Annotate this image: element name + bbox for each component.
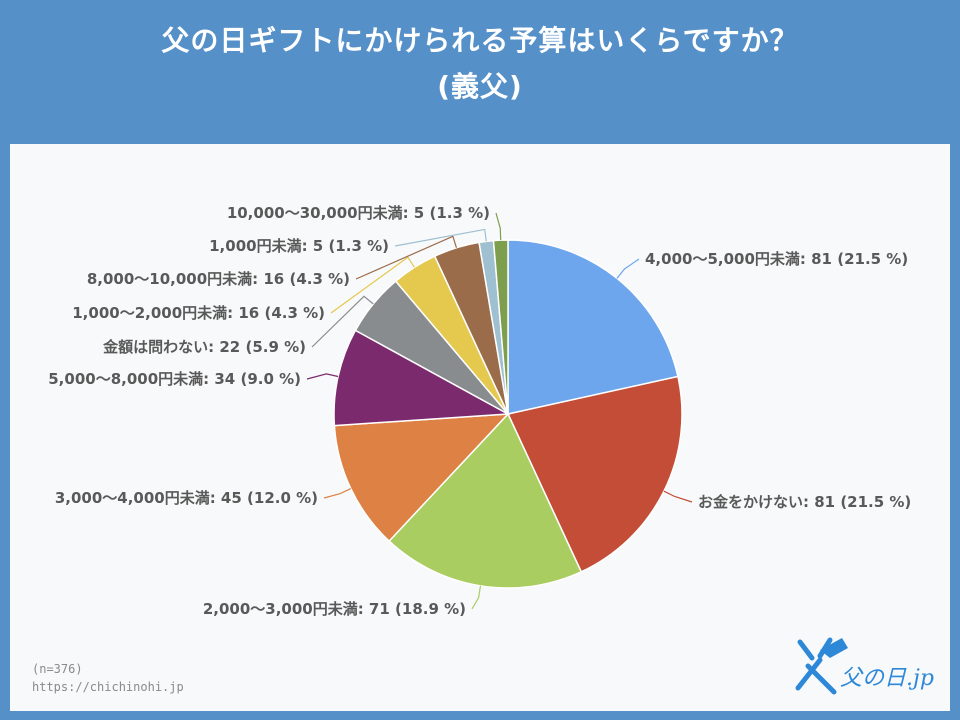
pie-slice (506, 375, 683, 573)
leader-line (323, 488, 352, 499)
source-url: https://chichinohi.jp (32, 680, 184, 694)
leader-line (471, 585, 482, 610)
slice-label: 1,000〜2,000円未満: 16 (4.3 %) (72, 304, 325, 322)
leader-line (330, 256, 415, 314)
leader-line (663, 490, 693, 503)
slice-label: 1,000円未満: 5 (1.3 %) (209, 237, 389, 255)
title-line-1: 父の日ギフトにかけられる予算はいくらですか？ (161, 24, 799, 57)
pie-slice (492, 239, 509, 415)
pie-slice (333, 329, 511, 427)
slice-label: お金をかけない: 81 (21.5 %) (698, 493, 911, 511)
pie-slice (388, 412, 583, 589)
sample-size: (n=376) (32, 662, 83, 676)
slice-label: 8,000〜10,000円未満: 16 (4.3 %) (87, 270, 350, 288)
pie-slice (507, 239, 679, 415)
pie-slice (333, 413, 510, 543)
leader-line (355, 235, 458, 280)
slice-label: 4,000〜5,000円未満: 81 (21.5 %) (645, 250, 908, 268)
leader-line (306, 373, 339, 380)
leader-line (394, 228, 487, 247)
logo-text: 父の日.jp (840, 666, 934, 691)
slice-label: 2,000〜3,000円未満: 71 (18.9 %) (203, 600, 466, 618)
leader-line (616, 258, 640, 279)
slice-label: 3,000〜4,000円未満: 45 (12.0 %) (55, 489, 318, 507)
leader-line (311, 295, 374, 348)
slice-label: 5,000〜8,000円未満: 34 (9.0 %) (48, 370, 301, 388)
chart-title: 父の日ギフトにかけられる予算はいくらですか？ (義父) (0, 18, 960, 110)
slice-label: 金額は問わない: 22 (5.9 %) (102, 338, 306, 356)
logo-icon (795, 637, 848, 695)
title-line-2: (義父) (437, 70, 523, 103)
slice-label: 10,000〜30,000円未満: 5 (1.3 %) (227, 204, 490, 222)
leader-line (495, 212, 502, 241)
